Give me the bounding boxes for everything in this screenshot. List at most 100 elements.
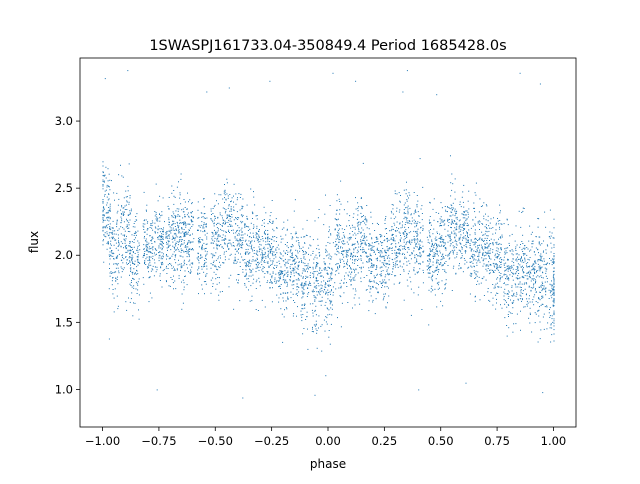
- data-point: [316, 257, 318, 259]
- data-point: [204, 248, 206, 249]
- data-point: [249, 252, 251, 254]
- data-point: [463, 245, 465, 247]
- data-point: [511, 249, 513, 251]
- data-point: [325, 283, 327, 285]
- data-point: [270, 238, 272, 240]
- data-point: [112, 227, 114, 229]
- data-point: [380, 256, 382, 258]
- data-point: [342, 232, 344, 233]
- data-point: [172, 241, 174, 243]
- data-point: [372, 301, 374, 303]
- data-point: [187, 243, 188, 245]
- data-point: [106, 184, 108, 186]
- data-point: [534, 260, 536, 262]
- data-point: [415, 242, 417, 244]
- data-point: [160, 267, 162, 269]
- data-point: [154, 231, 156, 233]
- data-point: [108, 194, 110, 195]
- data-point: [178, 277, 180, 279]
- data-point: [211, 238, 213, 240]
- data-point: [286, 308, 288, 310]
- data-point: [350, 258, 351, 260]
- data-point: [336, 263, 338, 265]
- data-point: [248, 226, 250, 228]
- data-point: [362, 162, 364, 164]
- data-point: [128, 214, 129, 216]
- data-point: [330, 274, 332, 276]
- x-tick-label: 1.00: [541, 434, 567, 448]
- data-point: [242, 259, 244, 261]
- data-point: [256, 225, 258, 227]
- data-point: [316, 262, 318, 263]
- data-point: [303, 293, 304, 295]
- data-point: [369, 253, 371, 255]
- data-point: [249, 271, 251, 273]
- data-point: [102, 215, 104, 216]
- data-point: [284, 258, 286, 260]
- data-point: [145, 219, 147, 221]
- data-point: [346, 267, 348, 269]
- data-point: [315, 287, 317, 289]
- data-point: [191, 226, 193, 227]
- data-point: [475, 251, 476, 253]
- data-point: [505, 274, 507, 275]
- data-point: [553, 258, 555, 260]
- data-point: [552, 275, 554, 277]
- data-point: [545, 287, 547, 289]
- data-point: [161, 249, 163, 251]
- data-point: [383, 265, 385, 267]
- data-point: [154, 215, 156, 217]
- data-point: [531, 266, 533, 267]
- data-point: [384, 239, 386, 241]
- data-point: [384, 259, 386, 261]
- data-point: [271, 264, 273, 265]
- data-point: [131, 286, 133, 288]
- data-point: [232, 242, 234, 244]
- data-point: [469, 243, 471, 244]
- data-point: [337, 317, 338, 319]
- data-point: [500, 261, 502, 263]
- data-point: [187, 250, 189, 252]
- data-point: [354, 279, 356, 281]
- data-point: [396, 257, 398, 259]
- data-point: [429, 236, 431, 238]
- data-point: [129, 283, 131, 285]
- data-point: [306, 265, 308, 267]
- data-point: [161, 211, 163, 213]
- data-point: [282, 297, 284, 299]
- data-point: [226, 217, 228, 219]
- data-point: [265, 237, 267, 239]
- data-point: [439, 287, 440, 289]
- data-point: [132, 271, 134, 273]
- data-point: [152, 252, 154, 254]
- data-point: [262, 266, 264, 268]
- data-point: [132, 226, 134, 228]
- data-point: [389, 247, 391, 249]
- data-point: [165, 280, 167, 282]
- data-point: [154, 254, 156, 256]
- data-point: [136, 219, 138, 221]
- data-point: [263, 206, 265, 208]
- data-point: [346, 261, 348, 263]
- data-point: [460, 229, 462, 231]
- data-point: [198, 266, 200, 268]
- data-point: [370, 295, 372, 297]
- data-point: [184, 201, 186, 203]
- data-point: [390, 210, 392, 212]
- data-point: [297, 286, 299, 287]
- data-point: [116, 223, 118, 225]
- data-point: [128, 163, 130, 165]
- data-point: [540, 286, 542, 288]
- data-point: [312, 276, 314, 278]
- data-point: [469, 293, 471, 295]
- data-point: [461, 247, 463, 249]
- data-point: [553, 253, 555, 254]
- data-point: [135, 231, 137, 233]
- data-point: [385, 262, 387, 264]
- data-point: [451, 205, 453, 207]
- data-point: [517, 299, 519, 301]
- data-point: [346, 213, 348, 215]
- data-point: [264, 253, 266, 255]
- data-point: [511, 286, 513, 288]
- data-point: [173, 269, 175, 271]
